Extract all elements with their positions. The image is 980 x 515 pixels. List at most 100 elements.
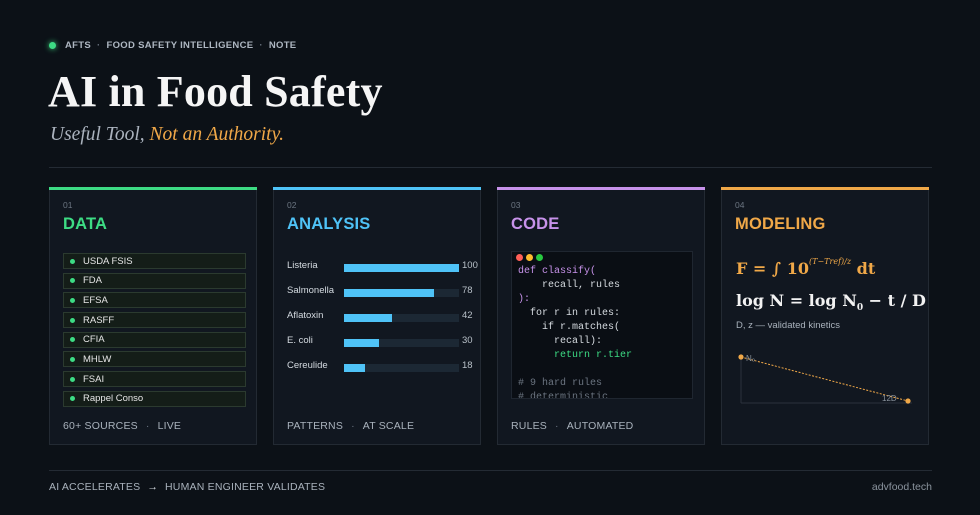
source-label: EFSA bbox=[83, 294, 108, 306]
bar-value: 42 bbox=[462, 310, 473, 321]
card-number: 04 bbox=[735, 200, 745, 210]
close-dot-icon bbox=[516, 254, 523, 261]
bar-fill bbox=[344, 339, 379, 347]
bar-fill bbox=[344, 289, 434, 297]
card-accent-bar bbox=[49, 187, 257, 190]
footer-left-b: HUMAN ENGINEER VALIDATES bbox=[165, 481, 326, 493]
formula-main: F = ∫ 10 bbox=[736, 259, 810, 278]
footer-item: RULES bbox=[511, 420, 548, 432]
formula-exponent: (T−Tref)/z bbox=[809, 256, 852, 266]
footer-item: AUTOMATED bbox=[566, 420, 634, 432]
card-accent-bar bbox=[273, 187, 481, 190]
card-number: 03 bbox=[511, 200, 521, 210]
eyebrow-brand: AFTS bbox=[65, 40, 92, 51]
source-dot-icon bbox=[70, 356, 75, 362]
source-label: Rappel Conso bbox=[83, 393, 144, 405]
card-accent-bar bbox=[721, 187, 929, 190]
bar-fill bbox=[344, 364, 365, 372]
source-dot-icon bbox=[70, 376, 75, 382]
bar-value: 18 bbox=[462, 360, 473, 371]
source-label: FDA bbox=[83, 275, 102, 287]
source-item: Rappel Conso bbox=[63, 390, 246, 407]
code-line: for r in rules: bbox=[518, 308, 621, 319]
page-title: AI in Food Safety bbox=[48, 67, 383, 116]
top-divider bbox=[49, 167, 932, 168]
site-link[interactable]: advfood.tech bbox=[871, 481, 932, 493]
bar-track bbox=[344, 339, 459, 347]
page-subtitle: Useful Tool, Not an Authority. bbox=[50, 124, 284, 146]
formula-subscript: 0 bbox=[856, 303, 864, 314]
code-line: # deterministic bbox=[518, 392, 609, 399]
footer-tagline: AI ACCELERATES → HUMAN ENGINEER VALIDATES bbox=[49, 481, 325, 493]
eyebrow-section: FOOD SAFETY INTELLIGENCE bbox=[106, 40, 254, 51]
code-line: if r.matches( bbox=[518, 322, 621, 333]
bar-label: E. coli bbox=[287, 335, 313, 346]
source-dot-icon bbox=[70, 337, 75, 343]
source-label: CFIA bbox=[83, 334, 105, 346]
eyebrow-separator: · bbox=[259, 40, 263, 51]
hazard-bar-chart: Listeria 100 Salmonella 78 Aflatoxin 42 E. col… bbox=[287, 257, 478, 382]
end-label: 12D bbox=[882, 394, 897, 403]
formula-main: log N = log N bbox=[736, 291, 857, 310]
source-label: RASFF bbox=[83, 314, 115, 326]
card-title: CODE bbox=[511, 215, 560, 233]
code-line: def classify( bbox=[518, 266, 597, 277]
footer-separator: · bbox=[351, 420, 355, 432]
source-item: FDA bbox=[63, 272, 246, 289]
eyebrow-type: NOTE bbox=[268, 40, 297, 51]
code-card: 03 CODE def classify( recall, rules ): f… bbox=[497, 187, 705, 445]
bar-label: Aflatoxin bbox=[287, 310, 324, 321]
code-line: recall): bbox=[518, 336, 603, 347]
source-dot-icon bbox=[70, 396, 75, 402]
source-item: EFSA bbox=[63, 292, 246, 309]
footer-item: AT SCALE bbox=[362, 420, 415, 432]
decline-line bbox=[740, 356, 909, 402]
subtitle-plain: Useful Tool, bbox=[50, 124, 150, 145]
card-footer: RULES · AUTOMATED bbox=[511, 420, 633, 432]
status-dot bbox=[49, 42, 56, 49]
eyebrow-separator: · bbox=[97, 40, 101, 51]
card-number: 02 bbox=[287, 200, 297, 210]
source-label: MHLW bbox=[83, 353, 112, 365]
source-dot-icon bbox=[70, 258, 75, 264]
start-label: N₀ bbox=[746, 354, 755, 363]
source-dot-icon bbox=[70, 317, 75, 323]
bar-value: 30 bbox=[462, 335, 473, 346]
card-number: 01 bbox=[63, 200, 73, 210]
window-controls bbox=[516, 254, 543, 261]
modeling-card: 04 MODELING F = ∫ 10(T−Tref)/z dt log N … bbox=[721, 187, 929, 445]
footer-item: PATTERNS bbox=[287, 420, 344, 432]
bar-track bbox=[344, 364, 459, 372]
data-card: 01 DATA USDA FSIS FDA EFSA RASFF CFIA MHLW FSA… bbox=[49, 187, 257, 445]
bar-value: 78 bbox=[462, 285, 473, 296]
source-dot-icon bbox=[70, 297, 75, 303]
bar-row: E. coli 30 bbox=[287, 332, 473, 357]
source-dot-icon bbox=[70, 278, 75, 284]
footer-separator: · bbox=[555, 420, 559, 432]
bar-track bbox=[344, 264, 459, 272]
card-title: MODELING bbox=[735, 215, 826, 233]
code-line: # 9 hard rules bbox=[518, 378, 603, 389]
source-item: RASFF bbox=[63, 312, 246, 329]
source-list: USDA FSIS FDA EFSA RASFF CFIA MHLW FSAI Rappel … bbox=[63, 253, 246, 411]
bar-label: Salmonella bbox=[287, 285, 334, 296]
start-point bbox=[738, 354, 744, 360]
bar-label: Cereulide bbox=[287, 360, 328, 371]
subtitle-accent: Not an Authority. bbox=[149, 124, 285, 145]
end-point bbox=[905, 398, 911, 404]
bar-row: Aflatoxin 42 bbox=[287, 307, 473, 332]
code-window: def classify( recall, rules ): for r in … bbox=[511, 251, 693, 399]
bar-track bbox=[344, 289, 459, 297]
source-label: FSAI bbox=[83, 373, 105, 385]
code-line: return r.tier bbox=[518, 350, 633, 361]
minimize-dot-icon bbox=[526, 254, 533, 261]
card-accent-bar bbox=[497, 187, 705, 190]
bar-value: 100 bbox=[462, 260, 478, 271]
formula-tail: dt bbox=[851, 259, 876, 278]
source-label: USDA FSIS bbox=[83, 255, 133, 267]
bottom-divider bbox=[49, 470, 932, 471]
survivor-formula: log N = log N0 − t / D bbox=[736, 291, 926, 313]
bar-row: Listeria 100 bbox=[287, 257, 478, 282]
footer-left-a: AI ACCELERATES bbox=[49, 481, 141, 493]
maximize-dot-icon bbox=[536, 254, 543, 261]
